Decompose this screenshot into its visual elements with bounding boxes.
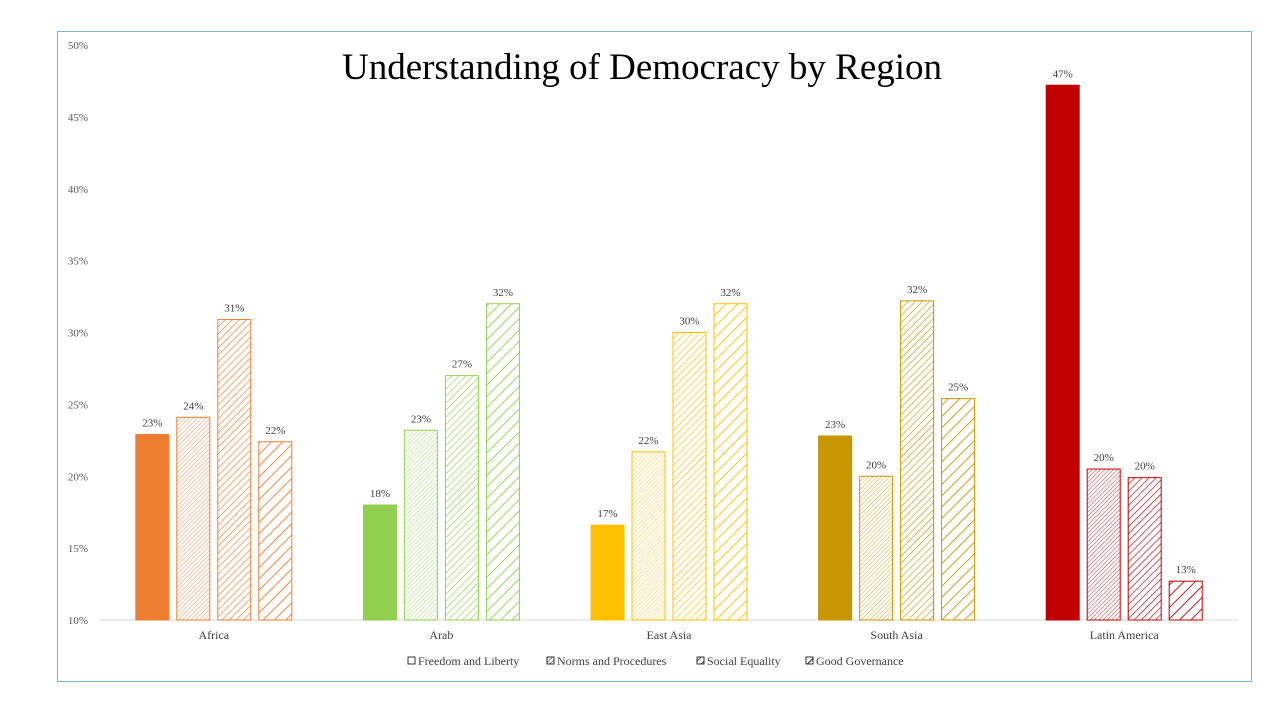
y-tick-label: 30% (68, 328, 88, 340)
legend-item: Social Equality (696, 654, 781, 668)
legend-item: Freedom and Liberty (407, 654, 519, 668)
bar (485, 303, 520, 621)
legend-label: Norms and Procedures (557, 654, 667, 668)
x-tick-label: East Asia (647, 628, 693, 642)
data-label: 13% (1176, 564, 1196, 576)
y-tick-label: 25% (68, 399, 88, 411)
bar (258, 441, 293, 621)
bar (444, 375, 479, 621)
y-tick-label: 35% (68, 256, 88, 268)
bar (1086, 468, 1121, 621)
data-label: 23% (142, 418, 162, 430)
bar (1045, 84, 1080, 621)
y-tick-label: 20% (68, 471, 88, 483)
data-label: 22% (638, 435, 658, 447)
data-label: 30% (679, 316, 699, 328)
y-tick-label: 10% (68, 615, 88, 627)
bar (713, 303, 748, 621)
bar (859, 475, 894, 621)
legend-label: Social Equality (707, 654, 781, 668)
data-label: 31% (224, 303, 244, 315)
legend-label: Freedom and Liberty (418, 654, 519, 668)
data-label: 23% (825, 419, 845, 431)
y-tick-label: 50% (68, 40, 88, 52)
bar (1127, 477, 1162, 621)
legend-swatch (407, 656, 416, 665)
y-tick-label: 15% (68, 543, 88, 555)
legend-label: Good Governance (816, 654, 904, 668)
bar (941, 398, 976, 621)
legend-swatch (546, 656, 555, 665)
data-label: 20% (1094, 452, 1114, 464)
bar (900, 300, 935, 621)
y-tick-label: 45% (68, 112, 88, 124)
data-label: 18% (370, 488, 390, 500)
bar (403, 429, 438, 621)
bar (362, 504, 397, 621)
data-label: 47% (1053, 68, 1073, 80)
legend-item: Good Governance (805, 654, 904, 668)
data-label: 20% (1135, 461, 1155, 473)
data-label: 32% (720, 287, 740, 299)
data-label: 24% (183, 400, 203, 412)
bar (631, 451, 666, 621)
y-tick-label: 40% (68, 184, 88, 196)
x-tick-label: Arab (429, 628, 453, 642)
bar (217, 319, 252, 621)
bar (818, 435, 853, 621)
data-label: 27% (452, 359, 472, 371)
x-tick-label: Africa (198, 628, 229, 642)
chart-title: Understanding of Democracy by Region (341, 47, 943, 88)
data-label: 22% (265, 425, 285, 437)
data-label: 32% (907, 284, 927, 296)
bar (135, 434, 170, 621)
legend-swatch (805, 656, 814, 665)
bar (672, 332, 707, 621)
data-label: 32% (493, 287, 513, 299)
legend-swatch (696, 656, 705, 665)
data-label: 23% (411, 413, 431, 425)
x-tick-label: Latin America (1090, 628, 1160, 642)
x-tick-label: South Asia (870, 628, 923, 642)
data-label: 25% (948, 382, 968, 394)
bar (176, 416, 211, 621)
bar (590, 524, 625, 621)
data-label: 20% (866, 459, 886, 471)
bar (1168, 580, 1203, 621)
legend-item: Norms and Procedures (546, 654, 667, 668)
data-label: 17% (597, 508, 617, 520)
